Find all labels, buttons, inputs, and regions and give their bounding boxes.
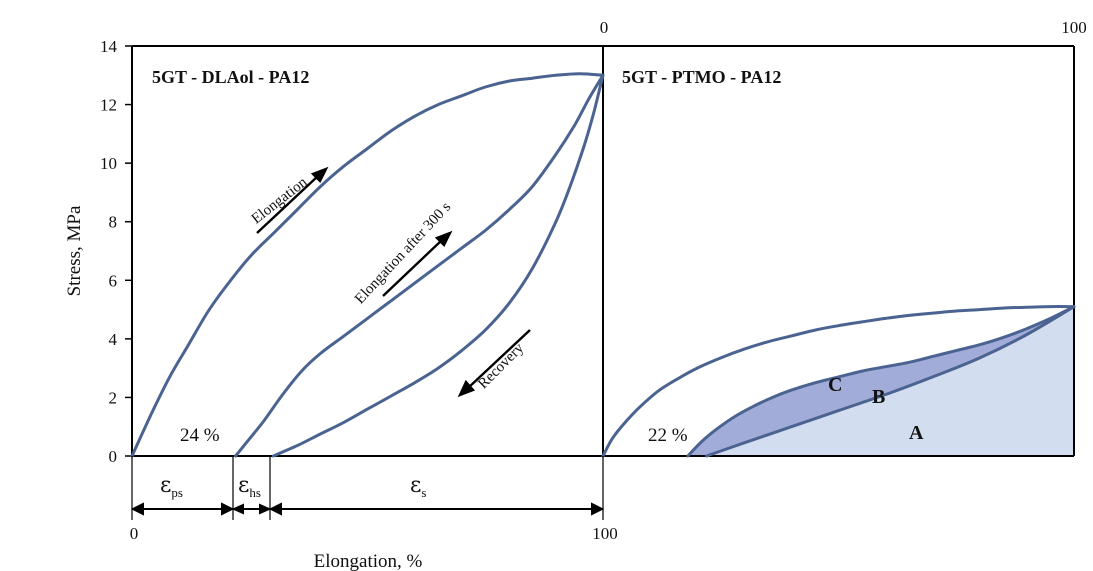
region-a-label: A xyxy=(909,422,924,444)
curve-right-elongation-after xyxy=(686,305,1076,458)
y-axis-title: Stress, MPa xyxy=(64,205,85,296)
right-x-tick-100: 100 xyxy=(1061,18,1087,37)
y-tick-label: 12 xyxy=(100,96,117,115)
strain-arrows xyxy=(130,502,605,516)
epsilon-ps-label: εps xyxy=(160,473,183,500)
y-axis-ticks xyxy=(125,45,132,457)
x-axis-title: Elongation, % xyxy=(314,551,423,571)
region-b-label: B xyxy=(872,386,885,408)
region-a-fill xyxy=(706,306,1074,456)
y-tick-label: 14 xyxy=(100,37,118,56)
curve-right-elongation xyxy=(601,305,1076,458)
y-tick-label: 8 xyxy=(109,213,118,232)
curve-left-recovery xyxy=(271,73,605,458)
region-b-fill xyxy=(687,306,1074,456)
strain-dimension-lines xyxy=(131,456,604,520)
y-tick-label: 4 xyxy=(109,330,118,349)
elongation-label: Elongation xyxy=(249,174,311,227)
curve-right-recovery xyxy=(705,305,1076,458)
curves xyxy=(130,72,1076,458)
recovery-label: Recovery xyxy=(475,340,527,392)
epsilon-s-label: εs xyxy=(410,473,426,500)
curve-left-elongation-after-300s xyxy=(234,73,605,458)
y-tick-label: 10 xyxy=(100,154,117,173)
y-tick-label: 6 xyxy=(109,271,118,290)
elongation-arrow xyxy=(256,166,329,234)
y-tick-label: 0 xyxy=(109,447,118,466)
left-x-tick-0: 0 xyxy=(130,524,139,543)
left-percent-label: 24 % xyxy=(180,425,220,446)
right-percent-label: 22 % xyxy=(648,425,688,446)
curve-left-elongation xyxy=(130,72,605,458)
epsilon-hs-label: εhs xyxy=(238,473,261,500)
y-tick-label: 2 xyxy=(109,388,118,407)
recovery-arrow xyxy=(457,329,531,398)
region-c-label: C xyxy=(828,374,842,396)
y-axis-tick-labels: 0 2 4 6 8 10 12 14 xyxy=(100,37,118,466)
elongation-after-arrow xyxy=(382,230,453,297)
right-x-tick-0: 0 xyxy=(600,18,609,37)
left-panel-title: 5GT - DLAol - PA12 xyxy=(152,67,309,87)
left-x-tick-100: 100 xyxy=(592,524,618,543)
right-panel-title: 5GT - PTMO - PA12 xyxy=(622,67,781,87)
